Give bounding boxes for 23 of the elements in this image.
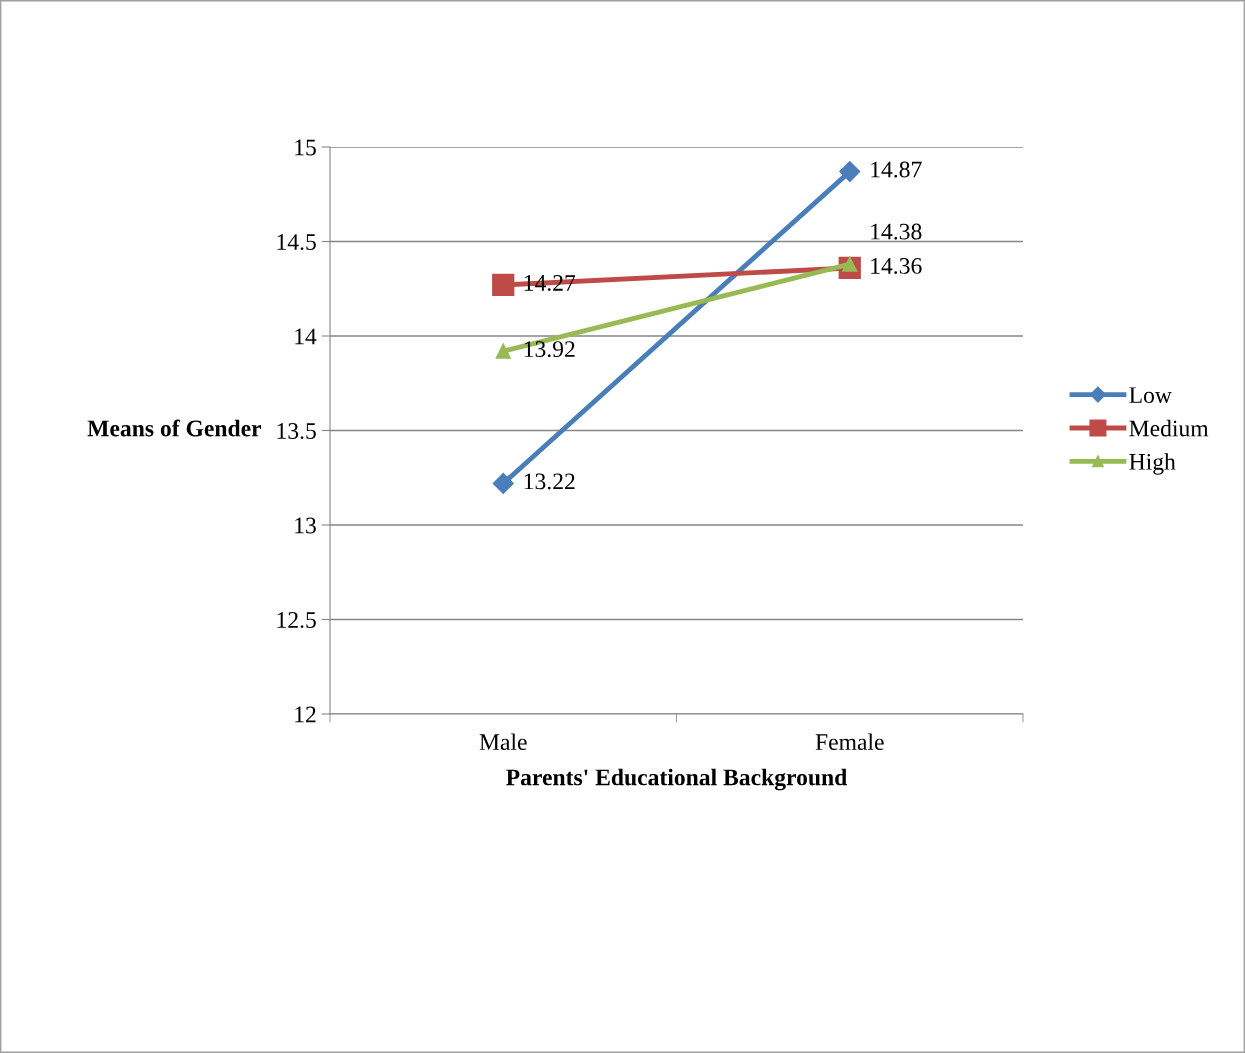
y-tick-label: 14	[295, 328, 317, 345]
x-tick-label: Female	[815, 733, 884, 751]
point	[492, 472, 514, 494]
point	[495, 343, 511, 359]
data-label: 13.92	[524, 341, 575, 358]
point	[839, 161, 861, 183]
y-tick-label: 15	[295, 139, 316, 156]
data-label: 14.36	[871, 258, 922, 274]
legend-label: Medium	[1129, 419, 1209, 437]
y-tick-label: 12	[295, 706, 316, 723]
x-axis-title: Parents' Educational Background	[506, 768, 848, 791]
y-tick-label: 12.5	[277, 612, 316, 629]
data-label: 13.22	[524, 473, 575, 490]
y-tick-label: 13.5	[277, 423, 316, 440]
y-tick-label: 14.5	[277, 234, 316, 251]
legend-label: Low	[1129, 387, 1172, 404]
data-label: 14.38	[871, 223, 922, 240]
y-tick-label: 13	[295, 517, 316, 534]
y-axis-title: Means of Gender	[87, 419, 262, 437]
x-tick-label: Male	[479, 733, 527, 751]
data-label: 14.87	[871, 161, 922, 178]
point	[492, 273, 515, 297]
legend-label: High	[1129, 453, 1176, 475]
